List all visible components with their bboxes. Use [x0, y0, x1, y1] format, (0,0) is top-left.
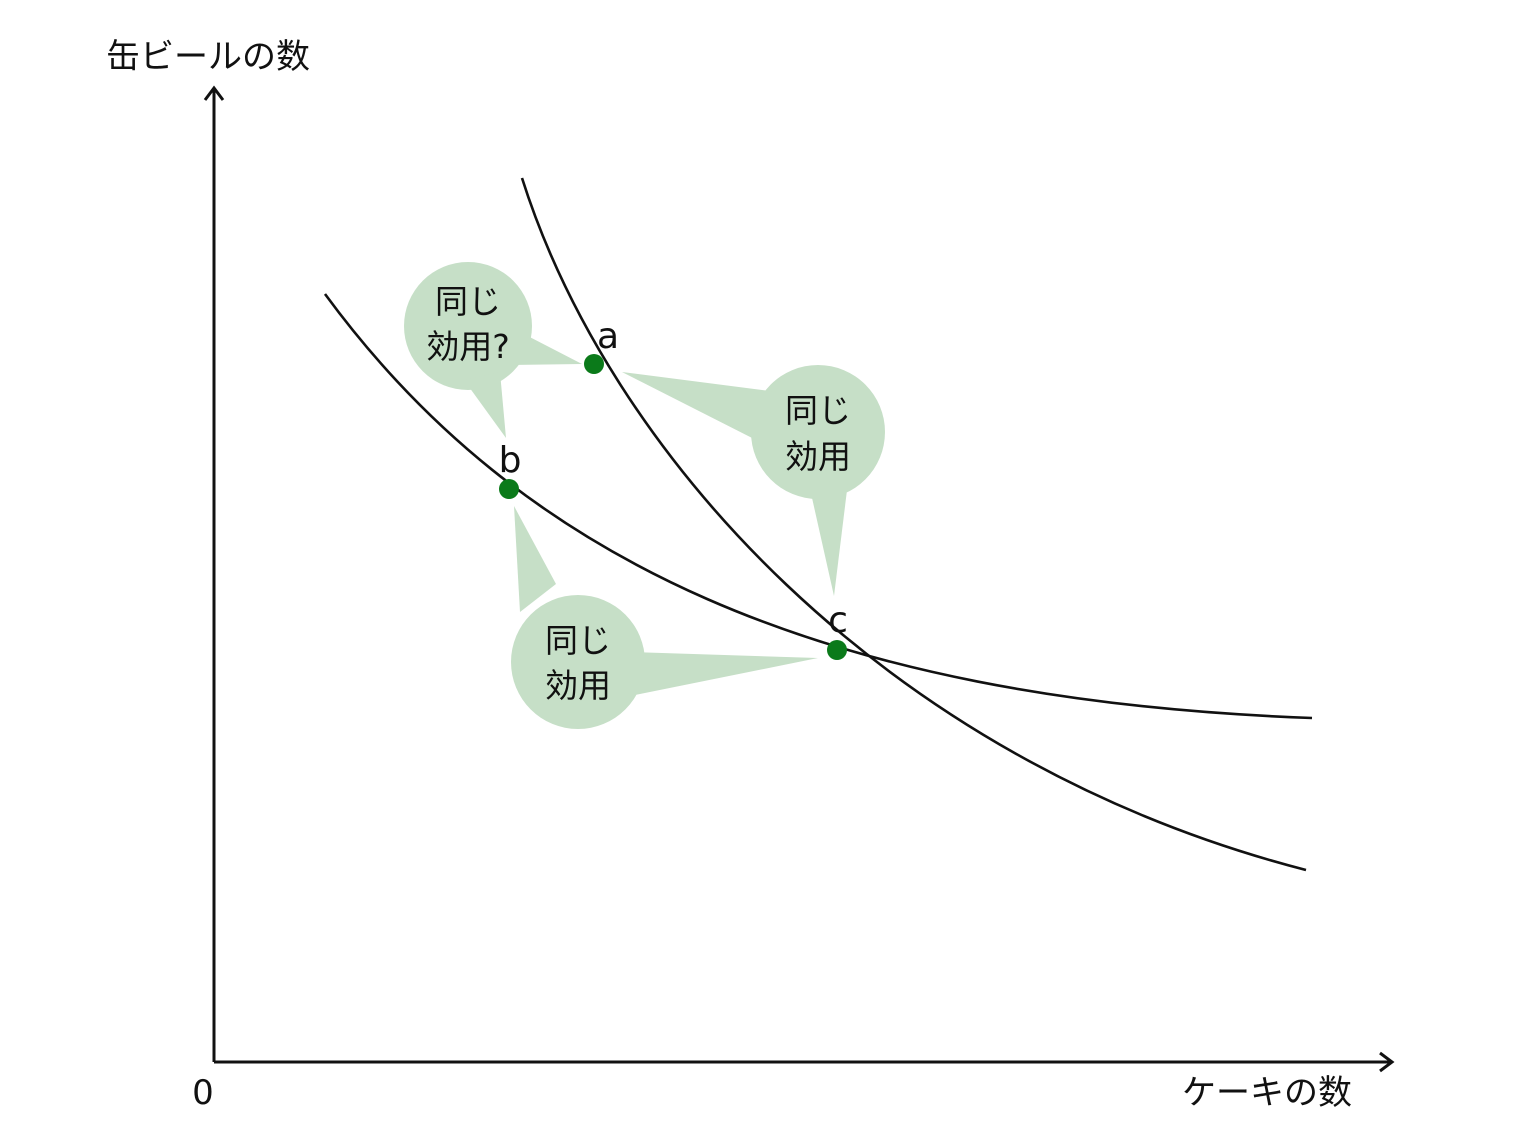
- speech-bubble-a-c: 同じ 効用: [622, 365, 885, 596]
- point-a: a: [584, 316, 619, 374]
- x-axis-arrow-icon: [1379, 1051, 1395, 1073]
- point-b-label: b: [499, 440, 522, 481]
- point-a-marker: [584, 354, 604, 374]
- axes: [203, 85, 1395, 1073]
- origin-label: 0: [192, 1073, 214, 1113]
- indifference-curve-high: [520, 177, 1307, 872]
- y-axis-label: 缶ビールの数: [106, 37, 310, 77]
- bubble-a-c-line2: 効用: [785, 437, 851, 476]
- x-axis-label: ケーキの数: [1182, 1073, 1352, 1113]
- point-c-marker: [827, 640, 847, 660]
- point-b: b: [499, 440, 522, 499]
- bubble-b-c-line1: 同じ: [545, 621, 611, 660]
- bubble-a-b-line1: 同じ: [435, 282, 501, 321]
- bubble-a-b-line2: 効用?: [426, 327, 510, 366]
- point-a-label: a: [597, 316, 619, 357]
- speech-bubble-b-c: 同じ 効用: [511, 506, 818, 729]
- y-axis-arrow-icon: [203, 85, 225, 101]
- point-c: c: [827, 600, 848, 660]
- bubble-a-c-line1: 同じ: [785, 391, 851, 430]
- point-b-marker: [499, 479, 519, 499]
- point-c-label: c: [828, 600, 848, 641]
- bubble-b-c-line2: 効用: [545, 666, 611, 705]
- speech-bubble-a-b: 同じ 効用?: [404, 262, 582, 438]
- indifference-curve-low: [323, 293, 1313, 720]
